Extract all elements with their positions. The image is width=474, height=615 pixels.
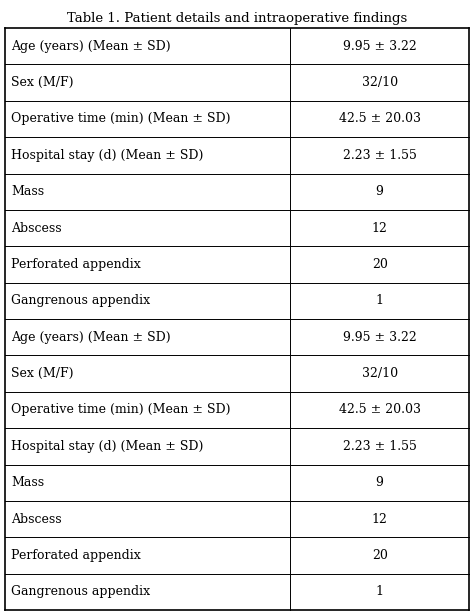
Text: 32/10: 32/10 — [362, 367, 398, 380]
Text: Gangrenous appendix: Gangrenous appendix — [11, 295, 150, 308]
Text: 9: 9 — [376, 476, 383, 489]
Text: 42.5 ± 20.03: 42.5 ± 20.03 — [339, 403, 421, 416]
Text: Table 1. Patient details and intraoperative findings: Table 1. Patient details and intraoperat… — [67, 12, 407, 25]
Text: 32/10: 32/10 — [362, 76, 398, 89]
Text: Sex (M/F): Sex (M/F) — [11, 367, 73, 380]
Text: 42.5 ± 20.03: 42.5 ± 20.03 — [339, 113, 421, 125]
Text: 20: 20 — [372, 258, 388, 271]
Text: 9.95 ± 3.22: 9.95 ± 3.22 — [343, 40, 417, 53]
Text: Age (years) (Mean ± SD): Age (years) (Mean ± SD) — [11, 331, 171, 344]
Text: 2.23 ± 1.55: 2.23 ± 1.55 — [343, 440, 417, 453]
Text: 2.23 ± 1.55: 2.23 ± 1.55 — [343, 149, 417, 162]
Text: 1: 1 — [376, 295, 383, 308]
Text: 9: 9 — [376, 185, 383, 198]
Text: Sex (M/F): Sex (M/F) — [11, 76, 73, 89]
Text: 1: 1 — [376, 585, 383, 598]
Text: 12: 12 — [372, 512, 388, 526]
Text: Hospital stay (d) (Mean ± SD): Hospital stay (d) (Mean ± SD) — [11, 440, 203, 453]
Text: Hospital stay (d) (Mean ± SD): Hospital stay (d) (Mean ± SD) — [11, 149, 203, 162]
Text: Age (years) (Mean ± SD): Age (years) (Mean ± SD) — [11, 40, 171, 53]
Text: Operative time (min) (Mean ± SD): Operative time (min) (Mean ± SD) — [11, 403, 230, 416]
Text: Mass: Mass — [11, 185, 44, 198]
Text: 12: 12 — [372, 221, 388, 234]
Text: Perforated appendix: Perforated appendix — [11, 549, 141, 562]
Text: Operative time (min) (Mean ± SD): Operative time (min) (Mean ± SD) — [11, 113, 230, 125]
Text: 9.95 ± 3.22: 9.95 ± 3.22 — [343, 331, 417, 344]
Text: 20: 20 — [372, 549, 388, 562]
Text: Abscess: Abscess — [11, 512, 62, 526]
Text: Mass: Mass — [11, 476, 44, 489]
Text: Gangrenous appendix: Gangrenous appendix — [11, 585, 150, 598]
Text: Perforated appendix: Perforated appendix — [11, 258, 141, 271]
Text: Abscess: Abscess — [11, 221, 62, 234]
